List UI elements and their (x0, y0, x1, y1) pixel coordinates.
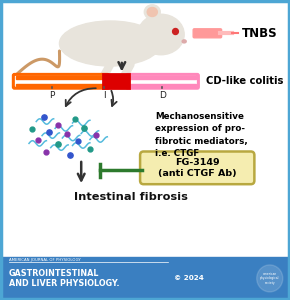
Ellipse shape (138, 14, 184, 55)
Text: D: D (159, 91, 166, 100)
Text: P: P (50, 91, 55, 100)
Bar (16, 76, 106, 79)
FancyBboxPatch shape (127, 74, 198, 88)
Text: Mechanosensitive
expression of pro-
fibrotic mediators,
i.e. CTGF: Mechanosensitive expression of pro- fibr… (155, 112, 248, 158)
Text: TNBS: TNBS (242, 27, 278, 40)
Bar (16, 84, 106, 86)
Bar (0, 256, 290, 300)
FancyBboxPatch shape (140, 152, 254, 184)
Circle shape (172, 28, 178, 34)
Text: © 2024: © 2024 (174, 275, 204, 281)
FancyBboxPatch shape (193, 29, 222, 38)
Bar (129, 76, 196, 79)
Circle shape (257, 265, 283, 292)
Text: american
physiological
society: american physiological society (260, 272, 280, 285)
Text: Intestinal fibrosis: Intestinal fibrosis (74, 191, 188, 202)
Bar (129, 84, 196, 86)
FancyBboxPatch shape (13, 74, 109, 88)
Text: I: I (103, 91, 106, 100)
Text: AMERICAN JOURNAL OF PHYSIOLOGY: AMERICAN JOURNAL OF PHYSIOLOGY (9, 258, 80, 262)
Text: GASTROINTESTINAL
AND LIVER PHYSIOLOGY.: GASTROINTESTINAL AND LIVER PHYSIOLOGY. (9, 268, 119, 288)
Ellipse shape (147, 8, 158, 16)
Text: FG-3149
(anti CTGF Ab): FG-3149 (anti CTGF Ab) (158, 158, 236, 178)
FancyBboxPatch shape (103, 74, 129, 88)
Ellipse shape (182, 40, 186, 43)
Ellipse shape (59, 21, 161, 66)
Ellipse shape (144, 5, 160, 19)
Text: CD-like colitis: CD-like colitis (206, 76, 283, 86)
